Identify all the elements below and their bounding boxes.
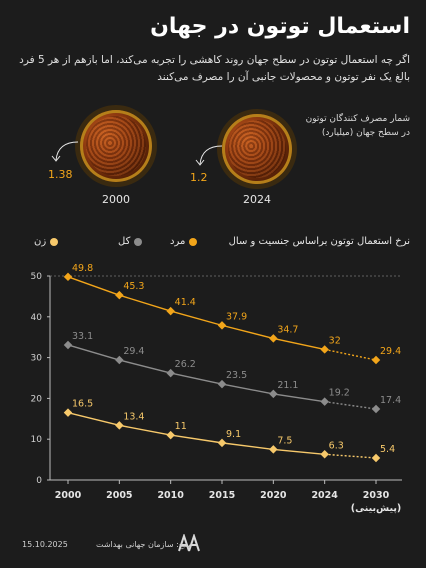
y-tick-label: 20	[31, 394, 43, 404]
arrow-2024-icon	[195, 145, 223, 166]
intro-text: اگر چه استعمال توتون در سطح جهان روند کا…	[19, 54, 410, 83]
data-point-total	[166, 368, 175, 378]
data-point-total	[115, 355, 124, 365]
legend-men: مرد	[170, 236, 198, 247]
tobacco-bowl-2000	[80, 110, 152, 182]
data-label-women: 11	[175, 421, 187, 432]
data-point-total	[371, 404, 381, 414]
legend-total-dot	[134, 237, 143, 246]
data-label-total: 29.4	[123, 346, 144, 357]
page-title: استعمال توتون در جهان	[150, 14, 410, 39]
data-point-total	[217, 379, 227, 389]
data-point-total	[269, 389, 278, 399]
data-label-total: 21.1	[277, 380, 298, 391]
footer-date: 15.10.2025	[22, 540, 68, 549]
series-line-total	[67, 344, 325, 403]
consumers-value-2024: 1.2	[190, 171, 208, 184]
data-point-men	[115, 290, 124, 300]
x-tick-label: 2030	[363, 490, 390, 501]
data-label-men: 41.4	[175, 297, 196, 308]
data-label-women: 16.5	[72, 399, 93, 410]
data-point-women	[217, 438, 227, 448]
data-label-women: 7.5	[277, 435, 292, 446]
legend-men-label: مرد	[170, 236, 186, 247]
data-label-total: 33.1	[72, 331, 93, 342]
consumers-value-2000: 1.38	[48, 168, 73, 181]
series-forecast-line-women	[324, 453, 377, 459]
y-tick-label: 30	[31, 354, 43, 364]
consumers-year-2000: 2000	[102, 193, 130, 206]
x-forecast-label: (پیش‌بینی)	[351, 503, 402, 514]
y-tick-label: 10	[31, 435, 43, 445]
series-line-women	[67, 412, 325, 455]
data-point-women	[269, 445, 278, 454]
legend-women-label: زن	[34, 236, 47, 247]
series-forecast-line-men	[324, 348, 377, 361]
tobacco-bowl-2024	[222, 114, 292, 184]
legend-total-label: کل	[118, 236, 131, 247]
data-label-men: 49.8	[72, 263, 93, 274]
legend-women-dot	[50, 237, 59, 246]
data-point-total	[63, 340, 73, 350]
data-point-men	[371, 355, 381, 365]
data-label-women: 9.1	[226, 429, 241, 440]
data-point-men	[63, 272, 73, 282]
data-label-women: 5.4	[380, 444, 395, 455]
data-label-total: 23.5	[226, 370, 247, 381]
x-tick-label: 2024	[311, 490, 338, 501]
data-label-total: 19.2	[329, 388, 350, 399]
legend-women: زن	[34, 236, 59, 247]
data-point-men	[320, 345, 329, 354]
data-label-men: 37.9	[226, 311, 247, 322]
footer-source: منبع: سازمان جهانی بهداشت	[96, 540, 193, 549]
x-tick-label: 2000	[55, 490, 82, 501]
chart-legend: نرخ استعمال توتون براساس جنسیت و سال مرد…	[34, 236, 410, 252]
consumers-label: شمار مصرف کنندگان توتون در سطح جهان (میل…	[305, 114, 410, 138]
data-label-men: 32	[329, 335, 341, 346]
x-tick-label: 2020	[260, 490, 287, 501]
data-point-total	[320, 397, 329, 406]
y-tick-label: 40	[31, 313, 43, 323]
data-point-men	[166, 306, 175, 316]
data-label-men: 34.7	[277, 324, 298, 335]
chart-subtitle: نرخ استعمال توتون براساس جنسیت و سال	[228, 236, 410, 247]
x-tick-label: 2010	[157, 490, 184, 501]
data-point-women	[320, 450, 329, 459]
y-tick-label: 50	[31, 272, 43, 282]
data-label-men: 29.4	[380, 346, 401, 357]
data-point-men	[217, 321, 227, 330]
data-point-women	[371, 453, 381, 463]
data-label-total: 17.4	[380, 395, 401, 406]
x-tick-label: 2015	[209, 490, 235, 501]
x-tick-label: 2005	[106, 490, 132, 501]
data-point-women	[63, 408, 73, 417]
arrow-2000-icon	[51, 141, 79, 162]
legend-men-dot	[189, 237, 198, 246]
y-tick-label: 0	[36, 476, 42, 486]
data-label-total: 26.2	[175, 359, 196, 370]
data-label-men: 45.3	[123, 281, 144, 292]
consumers-year-2024: 2024	[243, 193, 271, 206]
data-point-women	[166, 430, 175, 440]
data-label-women: 6.3	[329, 440, 344, 451]
series-forecast-line-total	[324, 400, 377, 410]
data-label-women: 13.4	[123, 411, 144, 422]
data-point-women	[115, 421, 124, 430]
legend-total: کل	[118, 236, 143, 247]
agency-logo-icon	[178, 534, 200, 552]
series-line-men	[67, 276, 325, 351]
data-point-men	[269, 334, 278, 343]
